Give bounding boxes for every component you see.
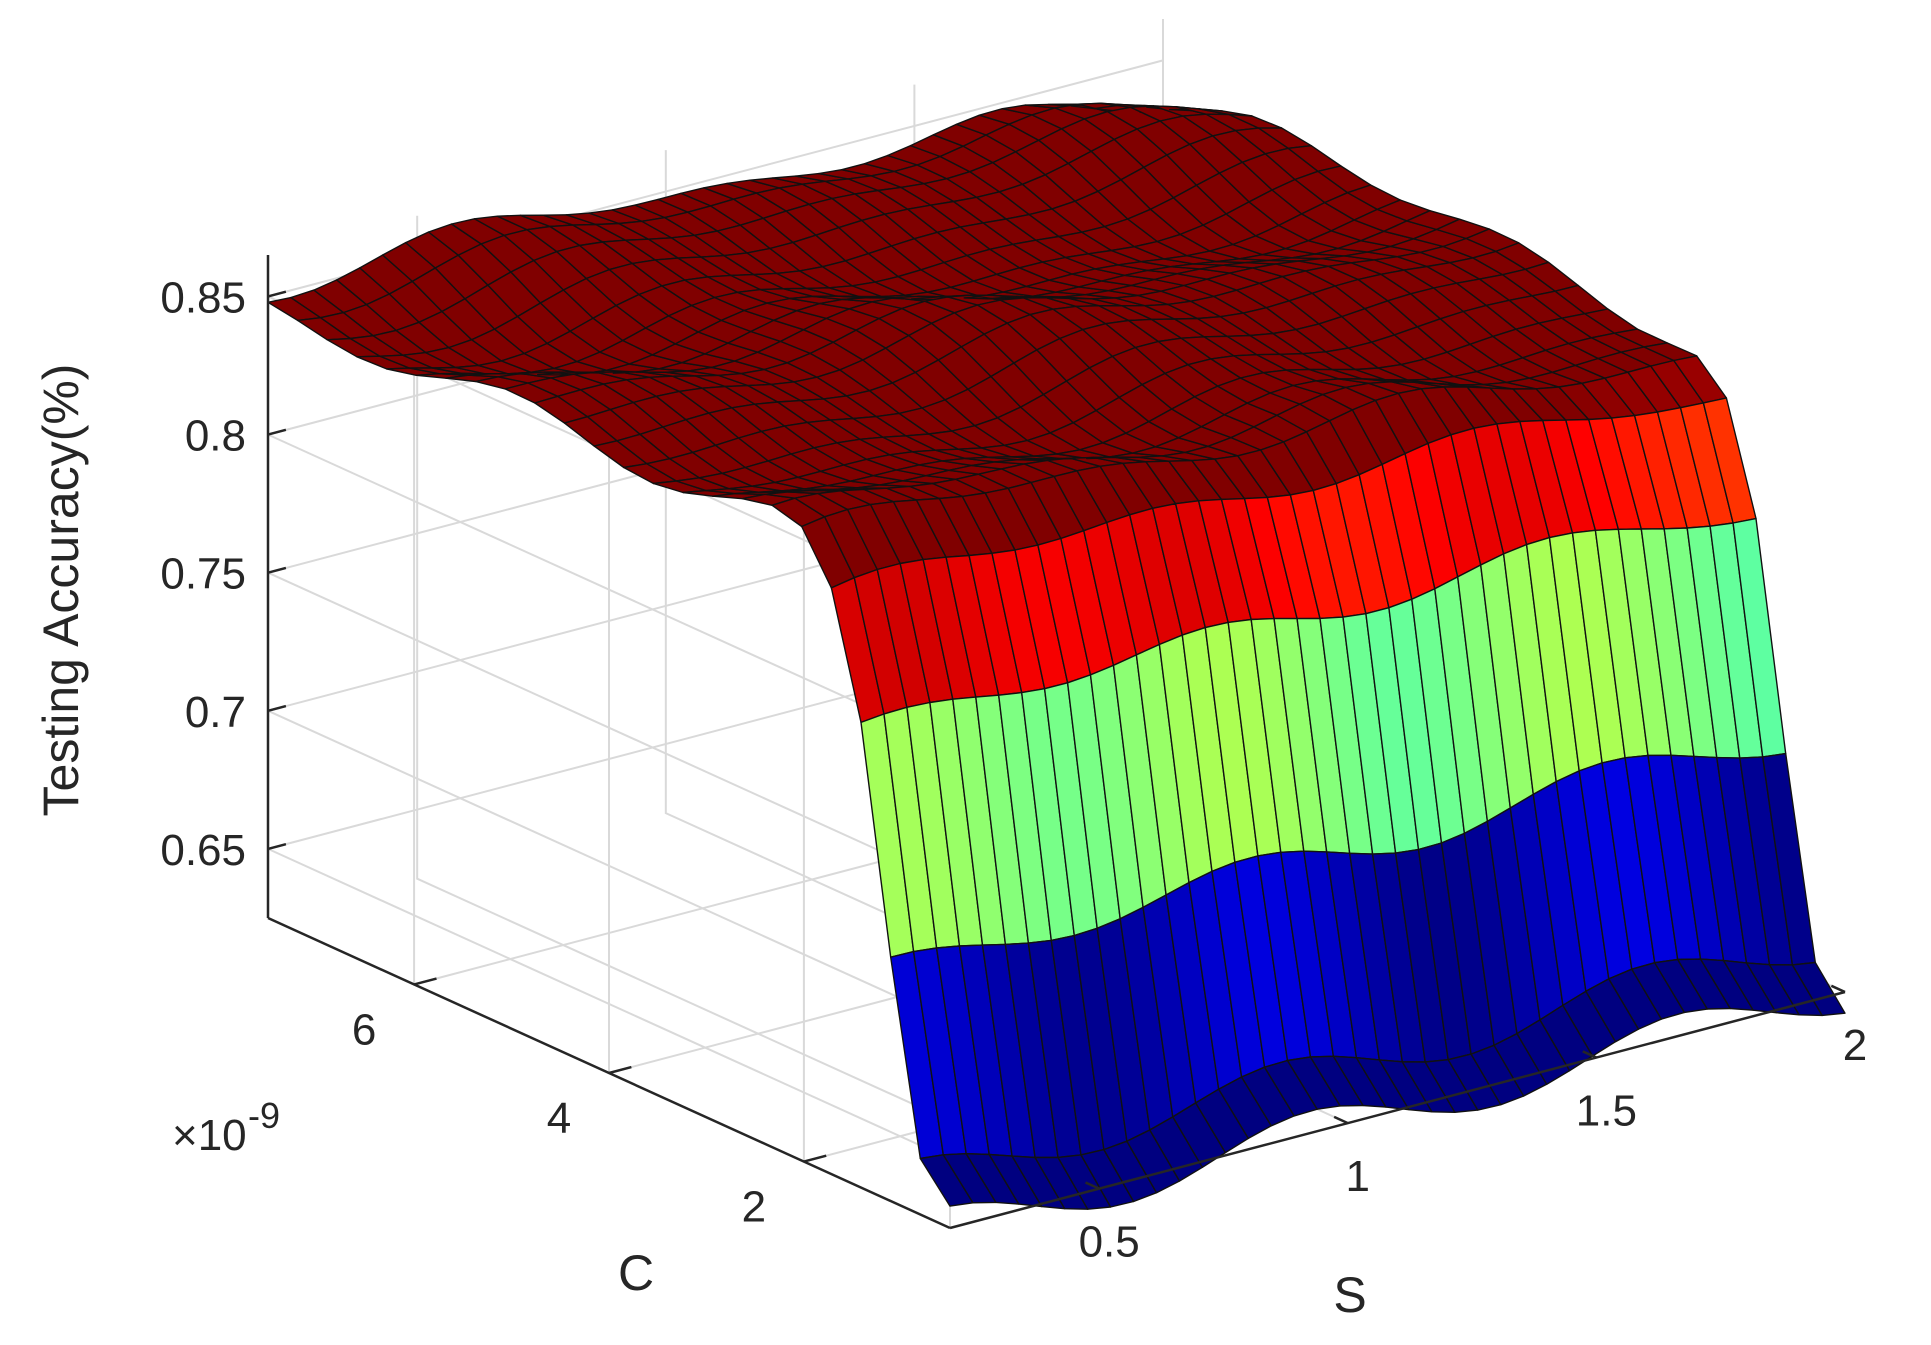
- z-tick-label: 0.75: [160, 550, 246, 599]
- y-tick-label: 6: [352, 1005, 376, 1054]
- x-tick-mark: [1334, 1117, 1348, 1123]
- z-tick-mark: [268, 430, 286, 435]
- y-tick-mark: [414, 979, 436, 985]
- z-tick-mark: [268, 292, 286, 297]
- x-tick-mark: [1831, 986, 1845, 992]
- y-tick-mark: [609, 1067, 631, 1073]
- y-tick-mark: [804, 1156, 826, 1162]
- z-axis-label: Testing Accuracy(%): [33, 364, 89, 817]
- x-tick-label: 0.5: [1079, 1218, 1140, 1267]
- y-tick-label: 4: [547, 1094, 571, 1143]
- z-tick-label: 0.85: [160, 273, 246, 322]
- z-tick-mark: [268, 706, 286, 711]
- x-tick-label: 2: [1843, 1021, 1867, 1070]
- y-axis-exponent-power: -9: [248, 1095, 280, 1136]
- z-tick-label: 0.8: [185, 412, 246, 461]
- z-tick-mark: [268, 844, 286, 849]
- z-tick-label: 0.7: [185, 688, 246, 737]
- surface-layer: [268, 103, 1845, 1209]
- y-tick-label: 2: [742, 1183, 766, 1232]
- z-tick-mark: [268, 568, 286, 573]
- x-tick-label: 1: [1346, 1152, 1370, 1201]
- x-axis-label: S: [1333, 1267, 1366, 1323]
- y-axis-exponent-base: ×10: [172, 1111, 247, 1160]
- y-axis-label: C: [618, 1245, 654, 1301]
- x-tick-label: 1.5: [1576, 1087, 1637, 1136]
- z-tick-label: 0.65: [160, 826, 246, 875]
